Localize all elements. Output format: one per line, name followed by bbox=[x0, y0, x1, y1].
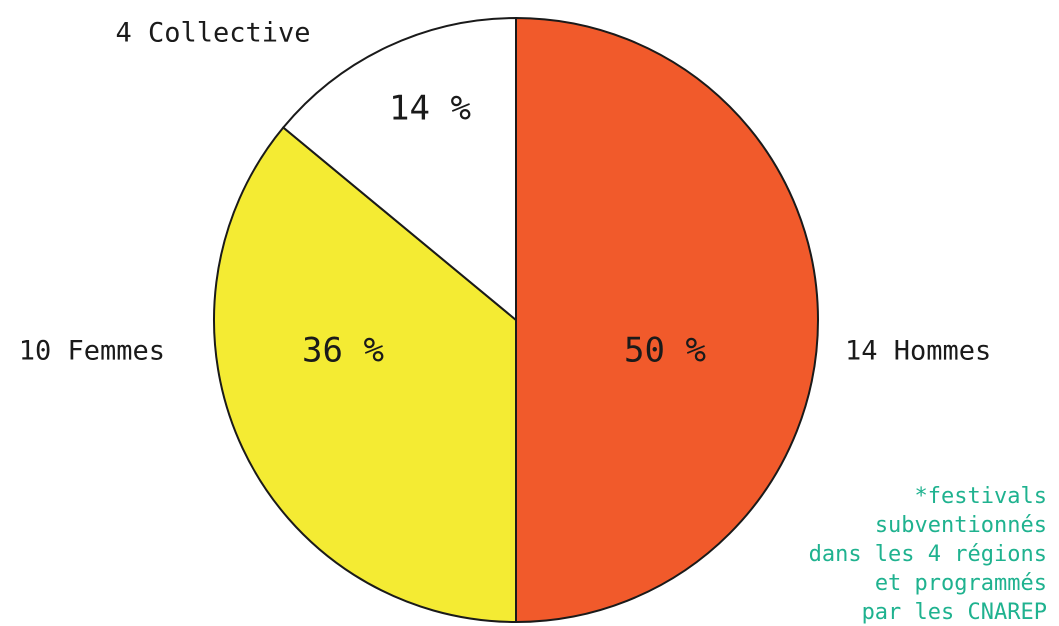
value-label: 14 % bbox=[389, 89, 471, 129]
footnote: par les CNAREP bbox=[862, 600, 1047, 625]
category-label: 14 Hommes bbox=[845, 336, 991, 367]
category-label: 10 Femmes bbox=[19, 336, 165, 367]
pie-slice bbox=[515, 16, 819, 624]
value-label: 50 % bbox=[624, 331, 706, 371]
pie-slice bbox=[281, 16, 517, 323]
footnote: et programmés bbox=[875, 571, 1047, 596]
pie-slice bbox=[213, 126, 517, 624]
footnote: *festivals bbox=[915, 484, 1047, 509]
footnote: subventionnés bbox=[875, 513, 1047, 538]
value-label: 36 % bbox=[302, 331, 384, 371]
category-label: 4 Collective bbox=[115, 18, 310, 49]
footnote: dans les 4 régions bbox=[809, 542, 1047, 567]
